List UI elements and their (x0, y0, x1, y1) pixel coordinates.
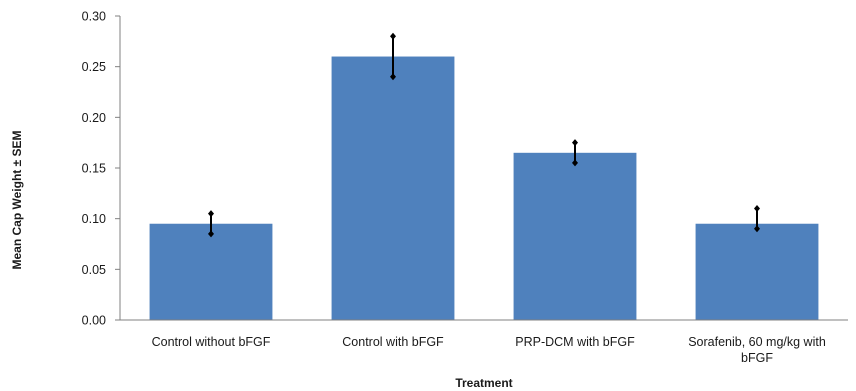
bar (149, 223, 273, 320)
error-cap-high (208, 210, 214, 218)
y-tick-label: 0.30 (82, 10, 106, 24)
bar (695, 223, 819, 320)
x-tick-label: bFGF (741, 351, 773, 365)
bar (513, 152, 637, 320)
x-axis-title: Treatment (455, 376, 512, 390)
error-cap-low (390, 73, 396, 81)
error-cap-low (572, 159, 578, 167)
y-tick-label: 0.05 (82, 263, 106, 277)
y-tick-label: 0.20 (82, 111, 106, 125)
y-tick-label: 0.15 (82, 162, 106, 176)
y-tick-label: 0.00 (82, 314, 106, 328)
y-tick-label: 0.25 (82, 60, 106, 74)
y-axis-title: Mean Cap Weight ± SEM (10, 130, 24, 269)
error-cap-high (754, 205, 760, 213)
x-tick-label: Control with bFGF (342, 335, 444, 349)
x-tick-label: Control without bFGF (152, 335, 271, 349)
error-cap-low (754, 225, 760, 233)
error-cap-low (208, 230, 214, 238)
error-cap-high (390, 32, 396, 40)
x-axis: Control without bFGF Control with bFGF PRP… (120, 319, 848, 365)
y-axis: 0.00 0.05 0.10 0.15 0.20 0.25 0.30 (82, 10, 121, 328)
x-tick-label: Sorafenib, 60 mg/kg with (688, 335, 826, 349)
error-cap-high (572, 139, 578, 147)
error-bars (208, 32, 760, 238)
bar (331, 56, 455, 321)
x-tick-label: PRP-DCM with bFGF (515, 335, 635, 349)
bars (149, 56, 819, 321)
y-tick-label: 0.10 (82, 212, 106, 226)
